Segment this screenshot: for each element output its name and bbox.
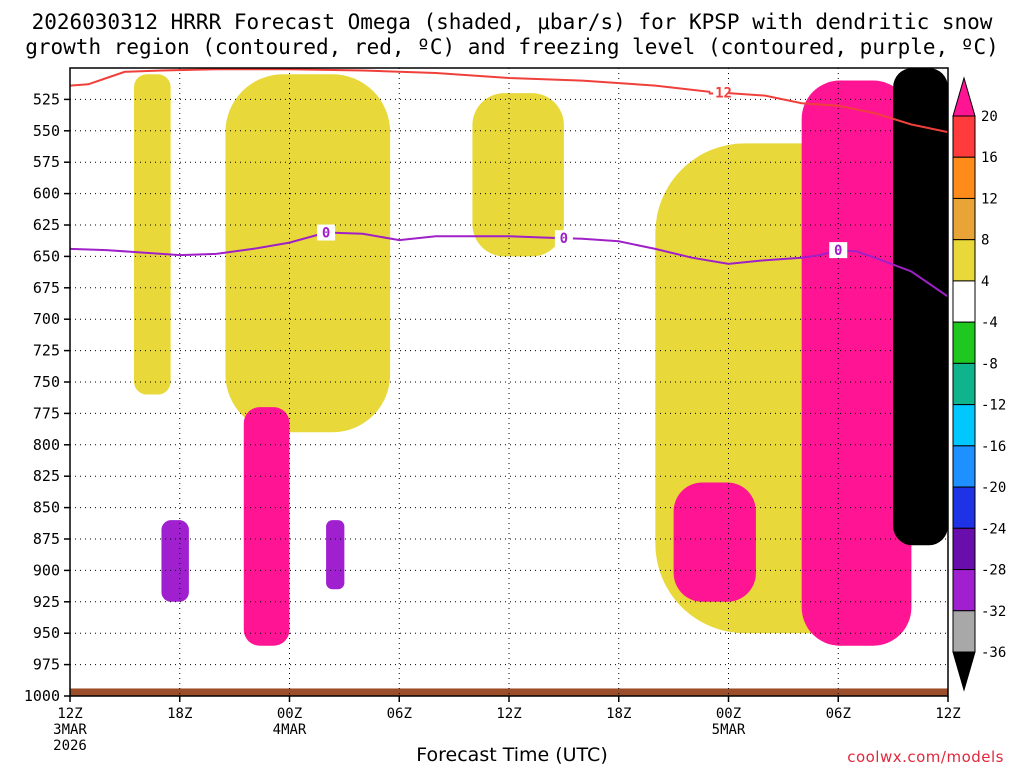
x-tick-label-30: 18Z bbox=[606, 706, 631, 722]
colorbar-swatch-11 bbox=[952, 527, 976, 571]
y-tick-label-875: 875 bbox=[33, 530, 60, 548]
x-tick-label-24: 12Z bbox=[496, 706, 521, 722]
y-tick-label-750: 750 bbox=[33, 373, 60, 391]
colorbar-swatch-12 bbox=[952, 569, 976, 612]
x-tick-label-36: 00Z bbox=[716, 706, 741, 722]
y-tick-label-525: 525 bbox=[33, 90, 60, 108]
y-tick-label-800: 800 bbox=[33, 436, 60, 454]
colorbar-label-11: -28 bbox=[981, 563, 1006, 579]
chart-title-line-1: 2026030312 HRRR Forecast Omega (shaded, … bbox=[31, 10, 993, 34]
colorbar-swatch-10 bbox=[952, 486, 976, 529]
colorbar-swatch-8 bbox=[952, 404, 976, 447]
colorbar-swatch-13 bbox=[952, 610, 976, 653]
freezing-label-bg-2 bbox=[829, 242, 848, 259]
colorbar-swatch-2 bbox=[952, 156, 976, 199]
colorbar-swatch-4 bbox=[952, 239, 976, 282]
omega-shading bbox=[70, 68, 948, 696]
y-tick-label-925: 925 bbox=[33, 593, 60, 611]
y-tick-label-550: 550 bbox=[33, 122, 60, 140]
colorbar-swatch-0 bbox=[952, 76, 976, 117]
freezing-contour-label-1: 0 bbox=[560, 231, 568, 247]
y-tick-label-775: 775 bbox=[33, 404, 60, 422]
colorbar-label-9: -20 bbox=[981, 480, 1006, 496]
y-tick-label-850: 850 bbox=[33, 499, 60, 517]
y-tick-label-625: 625 bbox=[33, 216, 60, 234]
y-tick-label-575: 575 bbox=[33, 153, 60, 171]
x-tick-label-42: 06Z bbox=[826, 706, 851, 722]
x-axis-title: Forecast Time (UTC) bbox=[416, 744, 608, 766]
colorbar-label-8: -16 bbox=[981, 439, 1006, 455]
omega-region-1 bbox=[225, 74, 391, 433]
freezing-label-bg-0 bbox=[317, 224, 336, 241]
freezing-label-bg-1 bbox=[554, 230, 573, 247]
colorbar-swatch-6 bbox=[952, 321, 976, 364]
colorbar-label-1: 16 bbox=[981, 150, 998, 166]
colorbar-label-3: 8 bbox=[981, 233, 989, 249]
colorbar-label-7: -12 bbox=[981, 398, 1006, 414]
freezing-contour-label-0: 0 bbox=[322, 226, 330, 242]
x-tick-label-48: 12Z bbox=[935, 706, 960, 722]
omega-region-2 bbox=[472, 93, 564, 257]
y-tick-label-1000: 1000 bbox=[24, 687, 60, 705]
omega-region-5 bbox=[673, 482, 756, 602]
y-tick-label-950: 950 bbox=[33, 624, 60, 642]
x-date-label-12: 4MAR bbox=[273, 722, 307, 738]
colorbar-label-0: 20 bbox=[981, 109, 998, 125]
omega-region-6 bbox=[801, 80, 912, 646]
omega-region-4 bbox=[243, 407, 290, 646]
site-credit[interactable]: coolwx.com/models bbox=[847, 748, 1004, 766]
colorbar: 20 16 12 8 4 -4 -8 -12 -16 -20 -24 -28 -32 -36 bbox=[952, 76, 1006, 692]
y-tick-label-675: 675 bbox=[33, 279, 60, 297]
omega-region-0 bbox=[134, 74, 171, 395]
omega-region-8 bbox=[326, 520, 345, 590]
ground-terrain bbox=[70, 688, 948, 696]
omega-region-7 bbox=[161, 520, 189, 602]
colorbar-label-2: 12 bbox=[981, 191, 998, 207]
x-tick-label-18: 06Z bbox=[387, 706, 412, 722]
colorbar-label-5: -4 bbox=[981, 315, 998, 331]
colorbar-label-12: -32 bbox=[981, 604, 1006, 620]
omega-region-9 bbox=[893, 68, 948, 546]
x-tick-label-12: 00Z bbox=[277, 706, 302, 722]
dgz-contour-label-0: -12 bbox=[707, 85, 732, 101]
freezing-contour-label-2: 0 bbox=[834, 243, 842, 259]
y-tick-label-650: 650 bbox=[33, 247, 60, 265]
colorbar-label-4: 4 bbox=[981, 274, 989, 290]
x-tick-label-6: 18Z bbox=[167, 706, 192, 722]
dgz-label-bg-0 bbox=[710, 84, 729, 101]
colorbar-swatch-5 bbox=[952, 280, 976, 323]
x-tick-label-0: 12Z bbox=[57, 706, 82, 722]
colorbar-swatch-3 bbox=[952, 197, 976, 241]
colorbar-swatch-14 bbox=[952, 651, 976, 692]
chart-title-line-2: growth region (contoured, red, ºC) and f… bbox=[25, 35, 999, 59]
x-date-label-36: 5MAR bbox=[712, 722, 746, 738]
x-date-label-0: 3MAR bbox=[53, 722, 87, 738]
y-tick-label-700: 700 bbox=[33, 310, 60, 328]
y-tick-label-825: 825 bbox=[33, 467, 60, 485]
axes: 525 550 575 600 625 650 675 700 725 750 775 800 825 8… bbox=[24, 67, 961, 754]
colorbar-swatch-7 bbox=[952, 362, 976, 406]
y-tick-label-725: 725 bbox=[33, 342, 60, 360]
colorbar-label-6: -8 bbox=[981, 356, 998, 372]
colorbar-label-10: -24 bbox=[981, 521, 1006, 537]
y-tick-label-900: 900 bbox=[33, 561, 60, 579]
y-tick-label-600: 600 bbox=[33, 185, 60, 203]
y-tick-label-975: 975 bbox=[33, 656, 60, 674]
x-year-label-0: 2026 bbox=[53, 738, 87, 754]
colorbar-swatch-9 bbox=[952, 445, 976, 488]
colorbar-label-13: -36 bbox=[981, 645, 1006, 661]
contour-lines: -12 0 0 0 bbox=[70, 68, 948, 298]
dgz-contour-line bbox=[70, 68, 948, 134]
colorbar-swatch-1 bbox=[952, 115, 976, 158]
